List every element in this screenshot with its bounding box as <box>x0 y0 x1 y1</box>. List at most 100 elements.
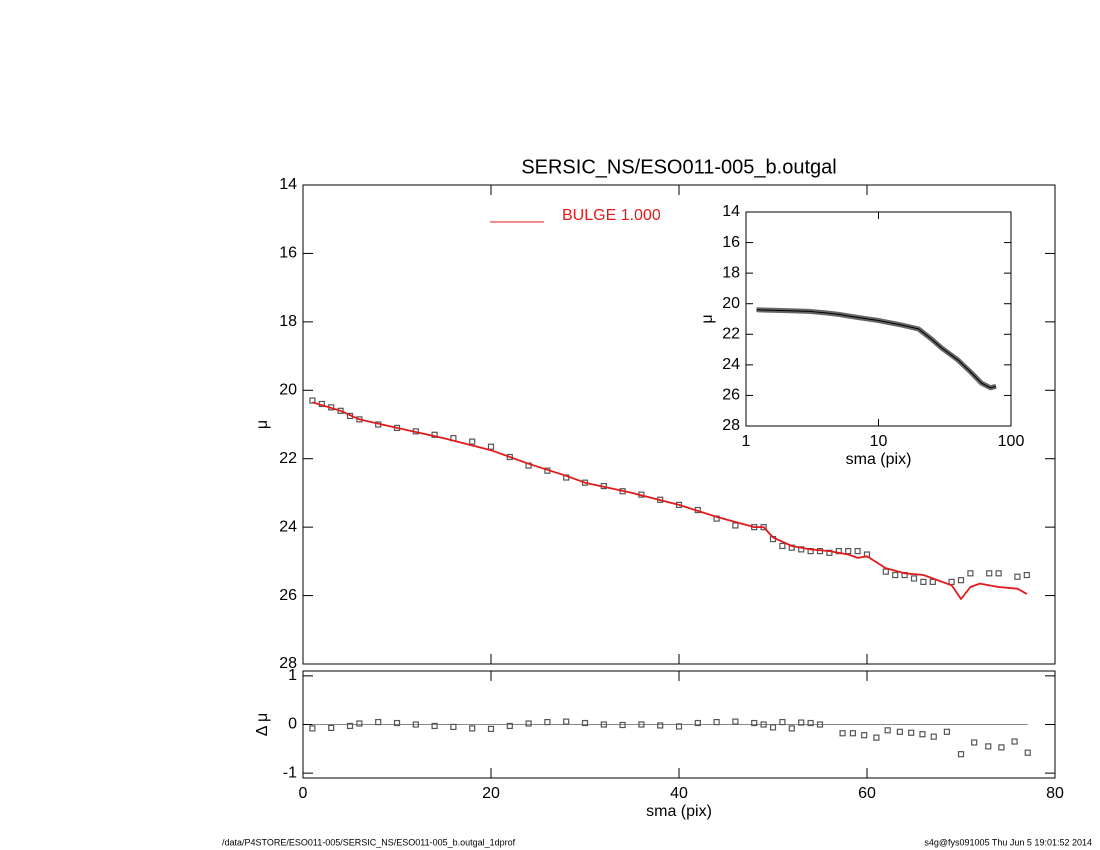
x-tick-label: 80 <box>1046 785 1064 802</box>
y-axis-label: μ <box>254 420 271 429</box>
data-point <box>1014 573 1021 580</box>
y-tick-label: 24 <box>279 518 297 535</box>
data-point <box>356 720 363 727</box>
data-point <box>346 722 354 730</box>
data-point <box>525 720 532 727</box>
data-point <box>713 718 720 726</box>
y-tick-label: 24 <box>722 356 740 373</box>
data-point <box>920 578 927 585</box>
data-point <box>657 722 664 729</box>
data-point <box>998 744 1005 751</box>
data-point <box>971 739 978 746</box>
data-point <box>675 723 683 730</box>
data-point <box>1024 749 1031 756</box>
data-point <box>506 722 513 730</box>
x-tick-label: 20 <box>482 785 500 802</box>
chart-title: SERSIC_NS/ESO011-005_b.outgal <box>521 156 836 178</box>
y-axis-label: μ <box>699 314 716 323</box>
data-point <box>619 721 626 729</box>
data-point <box>544 718 551 726</box>
data-point <box>873 734 880 741</box>
data-point <box>839 730 846 737</box>
y-tick-label: 22 <box>722 326 740 343</box>
data-point <box>393 719 401 727</box>
x-tick-label: 100 <box>998 433 1025 450</box>
data-point <box>1011 738 1018 745</box>
data-point <box>908 729 915 736</box>
x-tick-label: 1 <box>742 433 751 450</box>
data-point <box>892 571 899 579</box>
y-tick-label: 14 <box>722 203 740 220</box>
x-tick-label: 10 <box>870 433 888 450</box>
y-tick-label: 18 <box>722 264 740 281</box>
data-point <box>816 721 824 728</box>
y-tick-label: 18 <box>279 313 297 330</box>
data-point <box>431 722 438 730</box>
footer-left: /data/P4STORE/ESO011-005/SERSIC_NS/ESO01… <box>222 837 516 847</box>
data-point <box>751 719 758 727</box>
y-tick-label: 22 <box>279 450 297 467</box>
data-point <box>896 728 904 735</box>
data-point <box>779 542 786 550</box>
x-tick-label: 0 <box>299 785 308 802</box>
data-point <box>930 733 937 740</box>
data-point <box>919 731 926 738</box>
data-point <box>581 719 589 727</box>
y-tick-label: 20 <box>722 295 740 312</box>
data-point <box>957 751 965 758</box>
data-point <box>854 547 861 555</box>
y-tick-label: 28 <box>722 417 740 434</box>
data-point <box>563 718 570 725</box>
data-point <box>769 724 777 731</box>
data-point <box>807 719 814 727</box>
data-point <box>967 570 974 577</box>
data-line-core <box>756 309 997 389</box>
data-point <box>328 724 335 732</box>
x-axis-label: sma (pix) <box>846 451 912 468</box>
data-point <box>600 721 607 728</box>
x-axis-label: sma (pix) <box>646 803 712 820</box>
x-tick-label: 60 <box>858 785 876 802</box>
data-point <box>309 725 316 732</box>
data-point <box>1023 571 1030 579</box>
data-point <box>487 725 495 732</box>
data-point <box>760 721 767 728</box>
y-tick-label: 28 <box>279 655 297 672</box>
y-tick-label: 1 <box>288 667 297 684</box>
data-point <box>638 721 645 728</box>
data-point <box>450 723 457 731</box>
data-point <box>986 570 993 577</box>
model-line <box>312 401 1028 600</box>
data-point <box>412 721 419 728</box>
data-point <box>732 718 739 725</box>
data-point <box>694 719 701 727</box>
y-tick-label: 16 <box>279 245 297 262</box>
legend-label: BULGE 1.000 <box>562 207 661 224</box>
data-point <box>884 727 891 734</box>
data-point <box>487 443 495 450</box>
x-tick-label: 40 <box>670 785 688 802</box>
data-point <box>995 570 1002 577</box>
data-point <box>861 732 868 739</box>
y-tick-label: 0 <box>288 716 297 733</box>
y-tick-label: 20 <box>279 382 297 399</box>
data-point <box>788 725 795 732</box>
y-tick-label: -1 <box>283 764 297 781</box>
data-point <box>943 728 951 735</box>
data-point <box>779 718 786 726</box>
y-tick-label: 14 <box>279 176 297 193</box>
data-point <box>849 730 857 737</box>
data-point <box>957 577 965 584</box>
y-tick-label: 26 <box>279 587 297 604</box>
data-point <box>469 725 476 732</box>
data-point <box>798 719 805 726</box>
data-point <box>910 575 918 582</box>
data-point <box>469 438 476 445</box>
y-tick-label: 16 <box>722 234 740 251</box>
footer-right: s4g@fys091005 Thu Jun 5 19:01:52 2014 <box>924 837 1092 847</box>
data-point <box>985 743 992 750</box>
y-tick-label: 26 <box>722 387 740 404</box>
y-axis-label: Δ μ <box>254 713 271 736</box>
data-point <box>375 718 382 726</box>
